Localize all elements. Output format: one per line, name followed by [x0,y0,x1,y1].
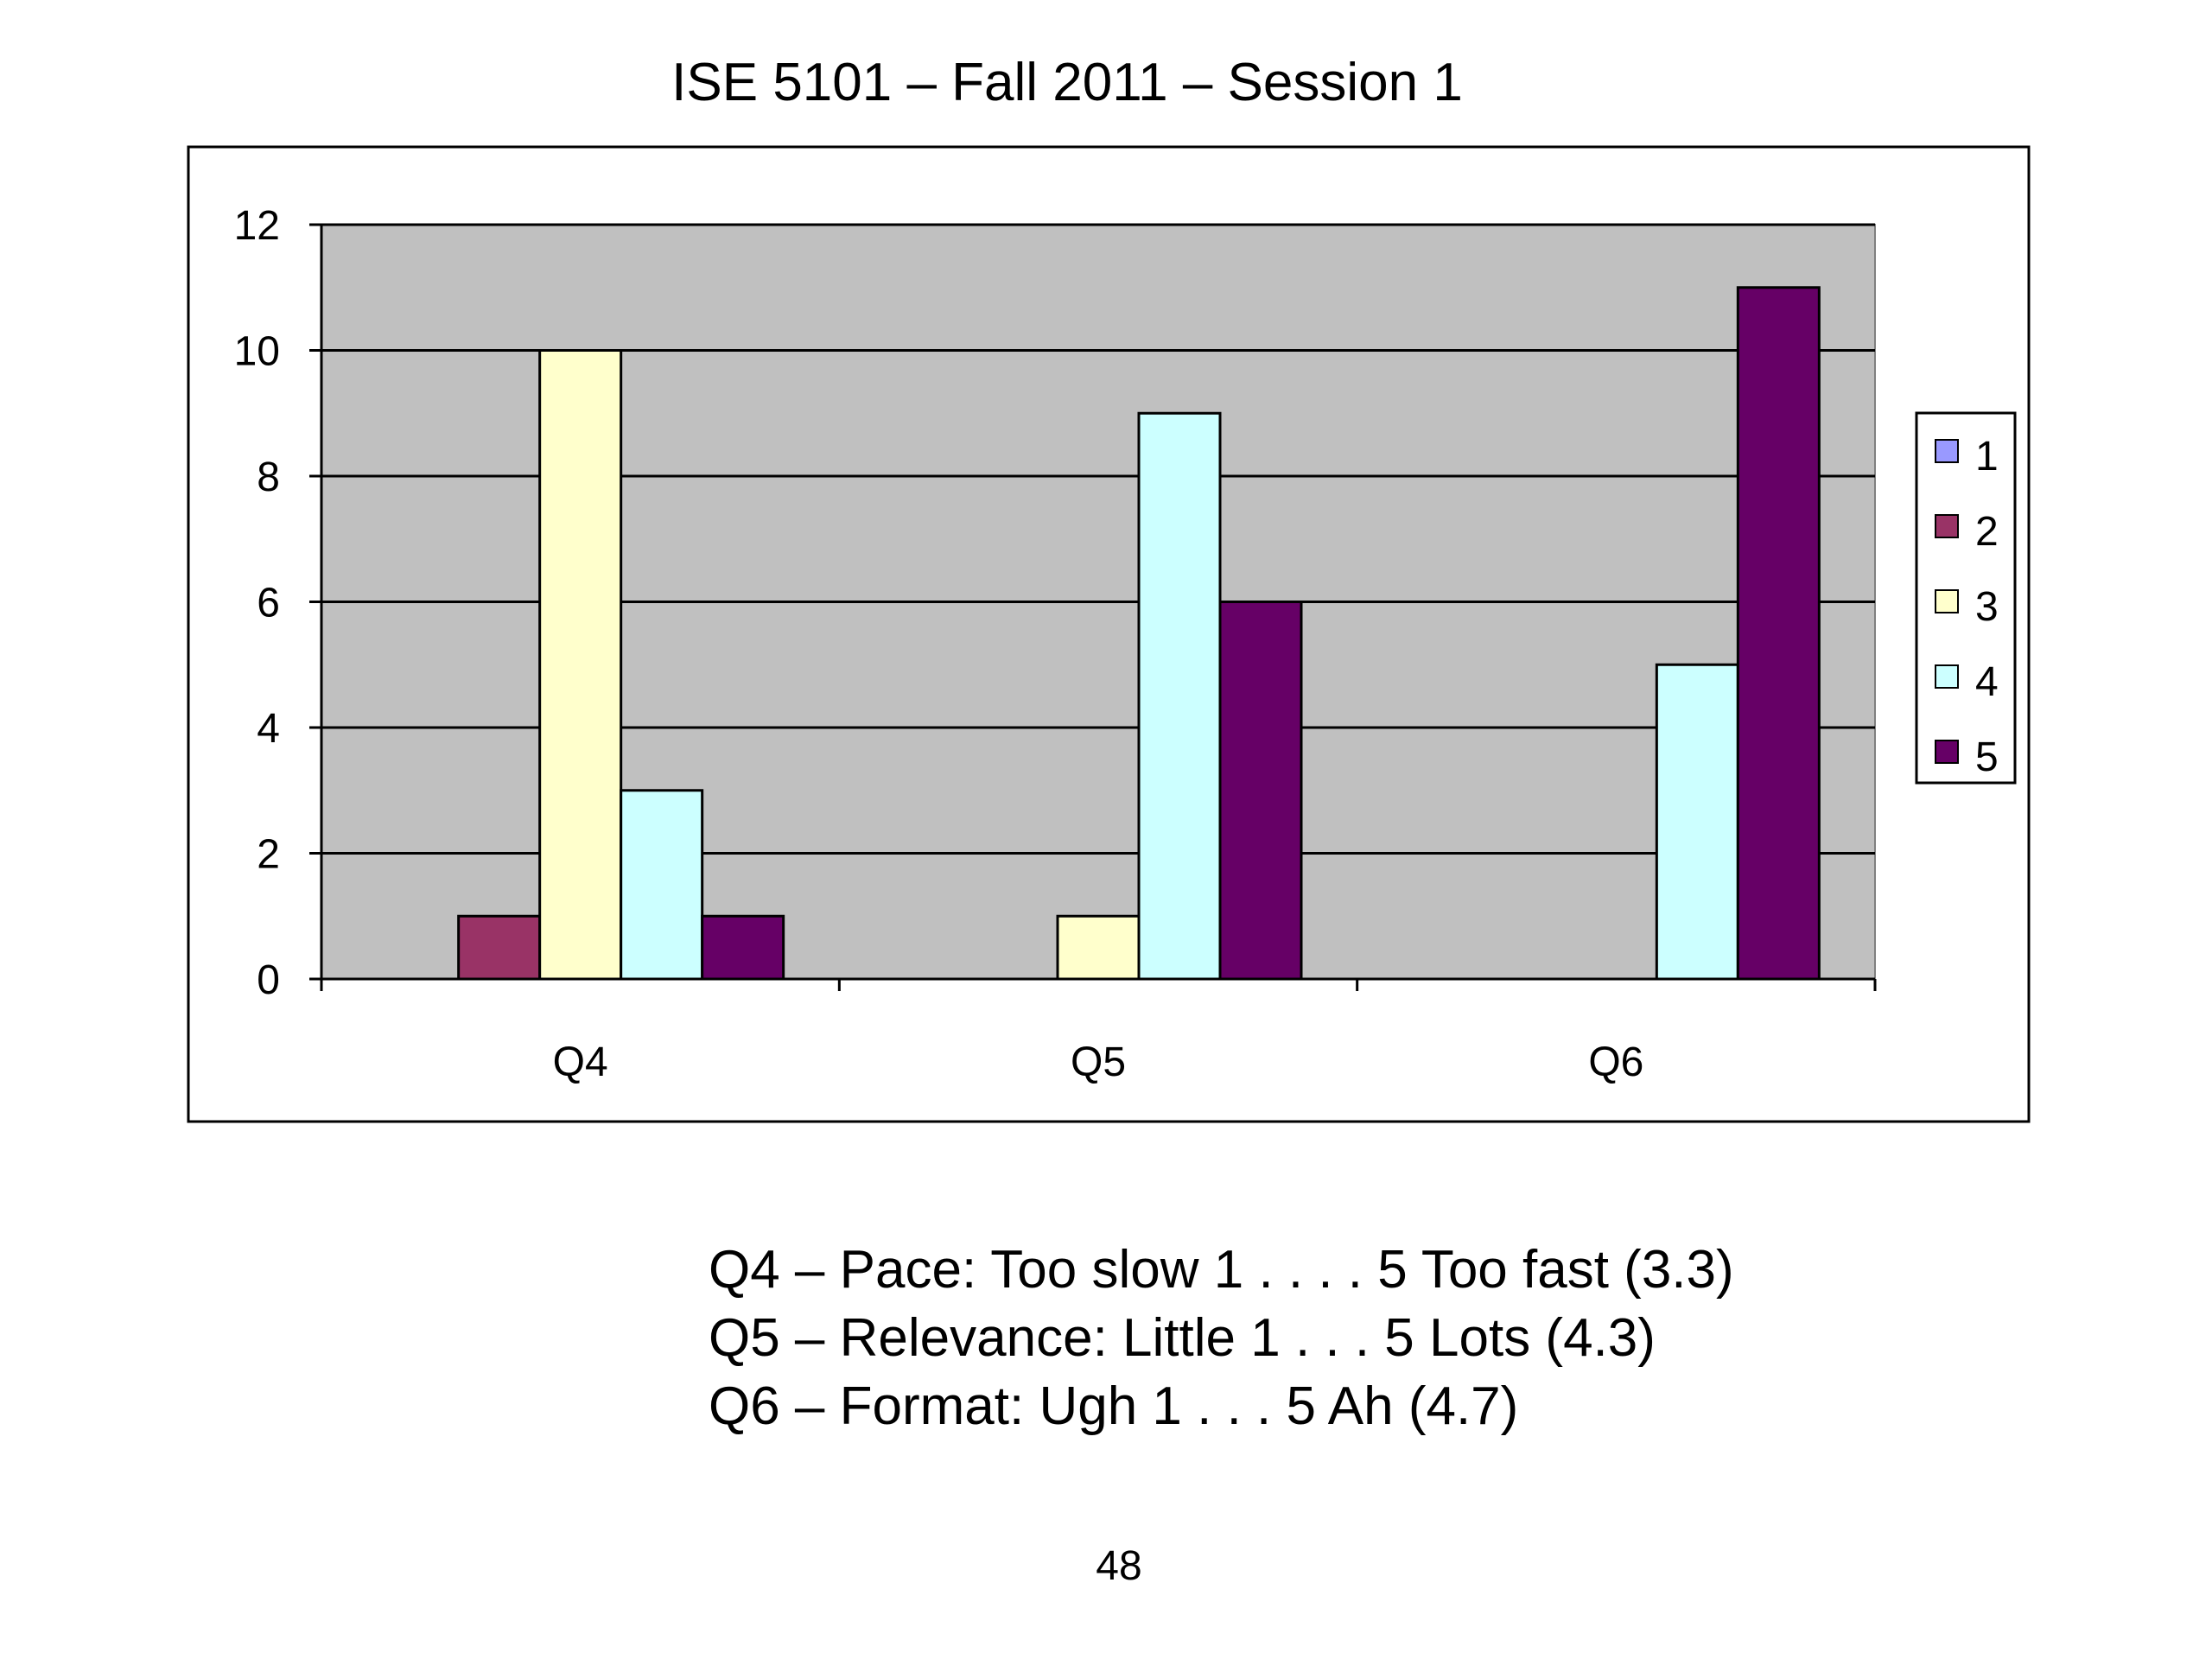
bar [1056,914,1141,981]
bar [620,789,704,981]
y-tick-label: 4 [257,706,280,752]
legend-swatch [1935,664,1959,689]
y-tick-label: 2 [257,832,280,878]
legend-label: 3 [1975,584,1999,630]
legend-swatch [1935,514,1959,538]
legend: 1 2 3 4 5 [1915,411,2017,785]
legend-label: 2 [1975,509,1999,555]
bar [1736,286,1821,981]
x-tick-label: Q4 [553,1039,608,1085]
page-number: 48 [1096,1543,1142,1589]
bars [457,286,1821,981]
legend-swatch [1935,439,1959,463]
x-tick-label: Q5 [1071,1039,1126,1085]
legend-label: 4 [1975,659,1999,705]
y-tick-label: 12 [234,203,280,249]
legend-label: 1 [1975,434,1999,480]
note-q4: Q4 – Pace: Too slow 1 . . . . 5 Too fast… [709,1240,1734,1300]
bar [701,914,785,981]
bar [1137,411,1222,981]
x-axis-ticks: Q4 Q5 Q6 [320,979,1877,1085]
bar [1218,601,1303,981]
slide-title: ISE 5101 – Fall 2011 – Session 1 [671,53,1463,112]
question-notes: Q4 – Pace: Too slow 1 . . . . 5 Too fast… [709,1236,1734,1440]
y-tick-label: 6 [257,581,280,626]
bar [538,349,623,981]
note-q5: Q5 – Relevance: Little 1 . . . 5 Lots (4… [709,1308,1656,1368]
y-tick-label: 0 [257,957,280,1003]
bar [1655,663,1739,981]
legend-label: 5 [1975,734,1999,780]
y-tick-label: 10 [234,329,280,375]
legend-swatch [1935,589,1959,613]
legend-swatch [1935,740,1959,764]
x-tick-label: Q6 [1588,1039,1643,1085]
y-axis-ticks: 0 2 4 6 8 10 12 [234,203,321,1003]
y-tick-label: 8 [257,454,280,500]
bar [457,914,542,981]
legend-frame [1915,411,2017,785]
note-q6: Q6 – Format: Ugh 1 . . . 5 Ah (4.7) [709,1376,1519,1436]
